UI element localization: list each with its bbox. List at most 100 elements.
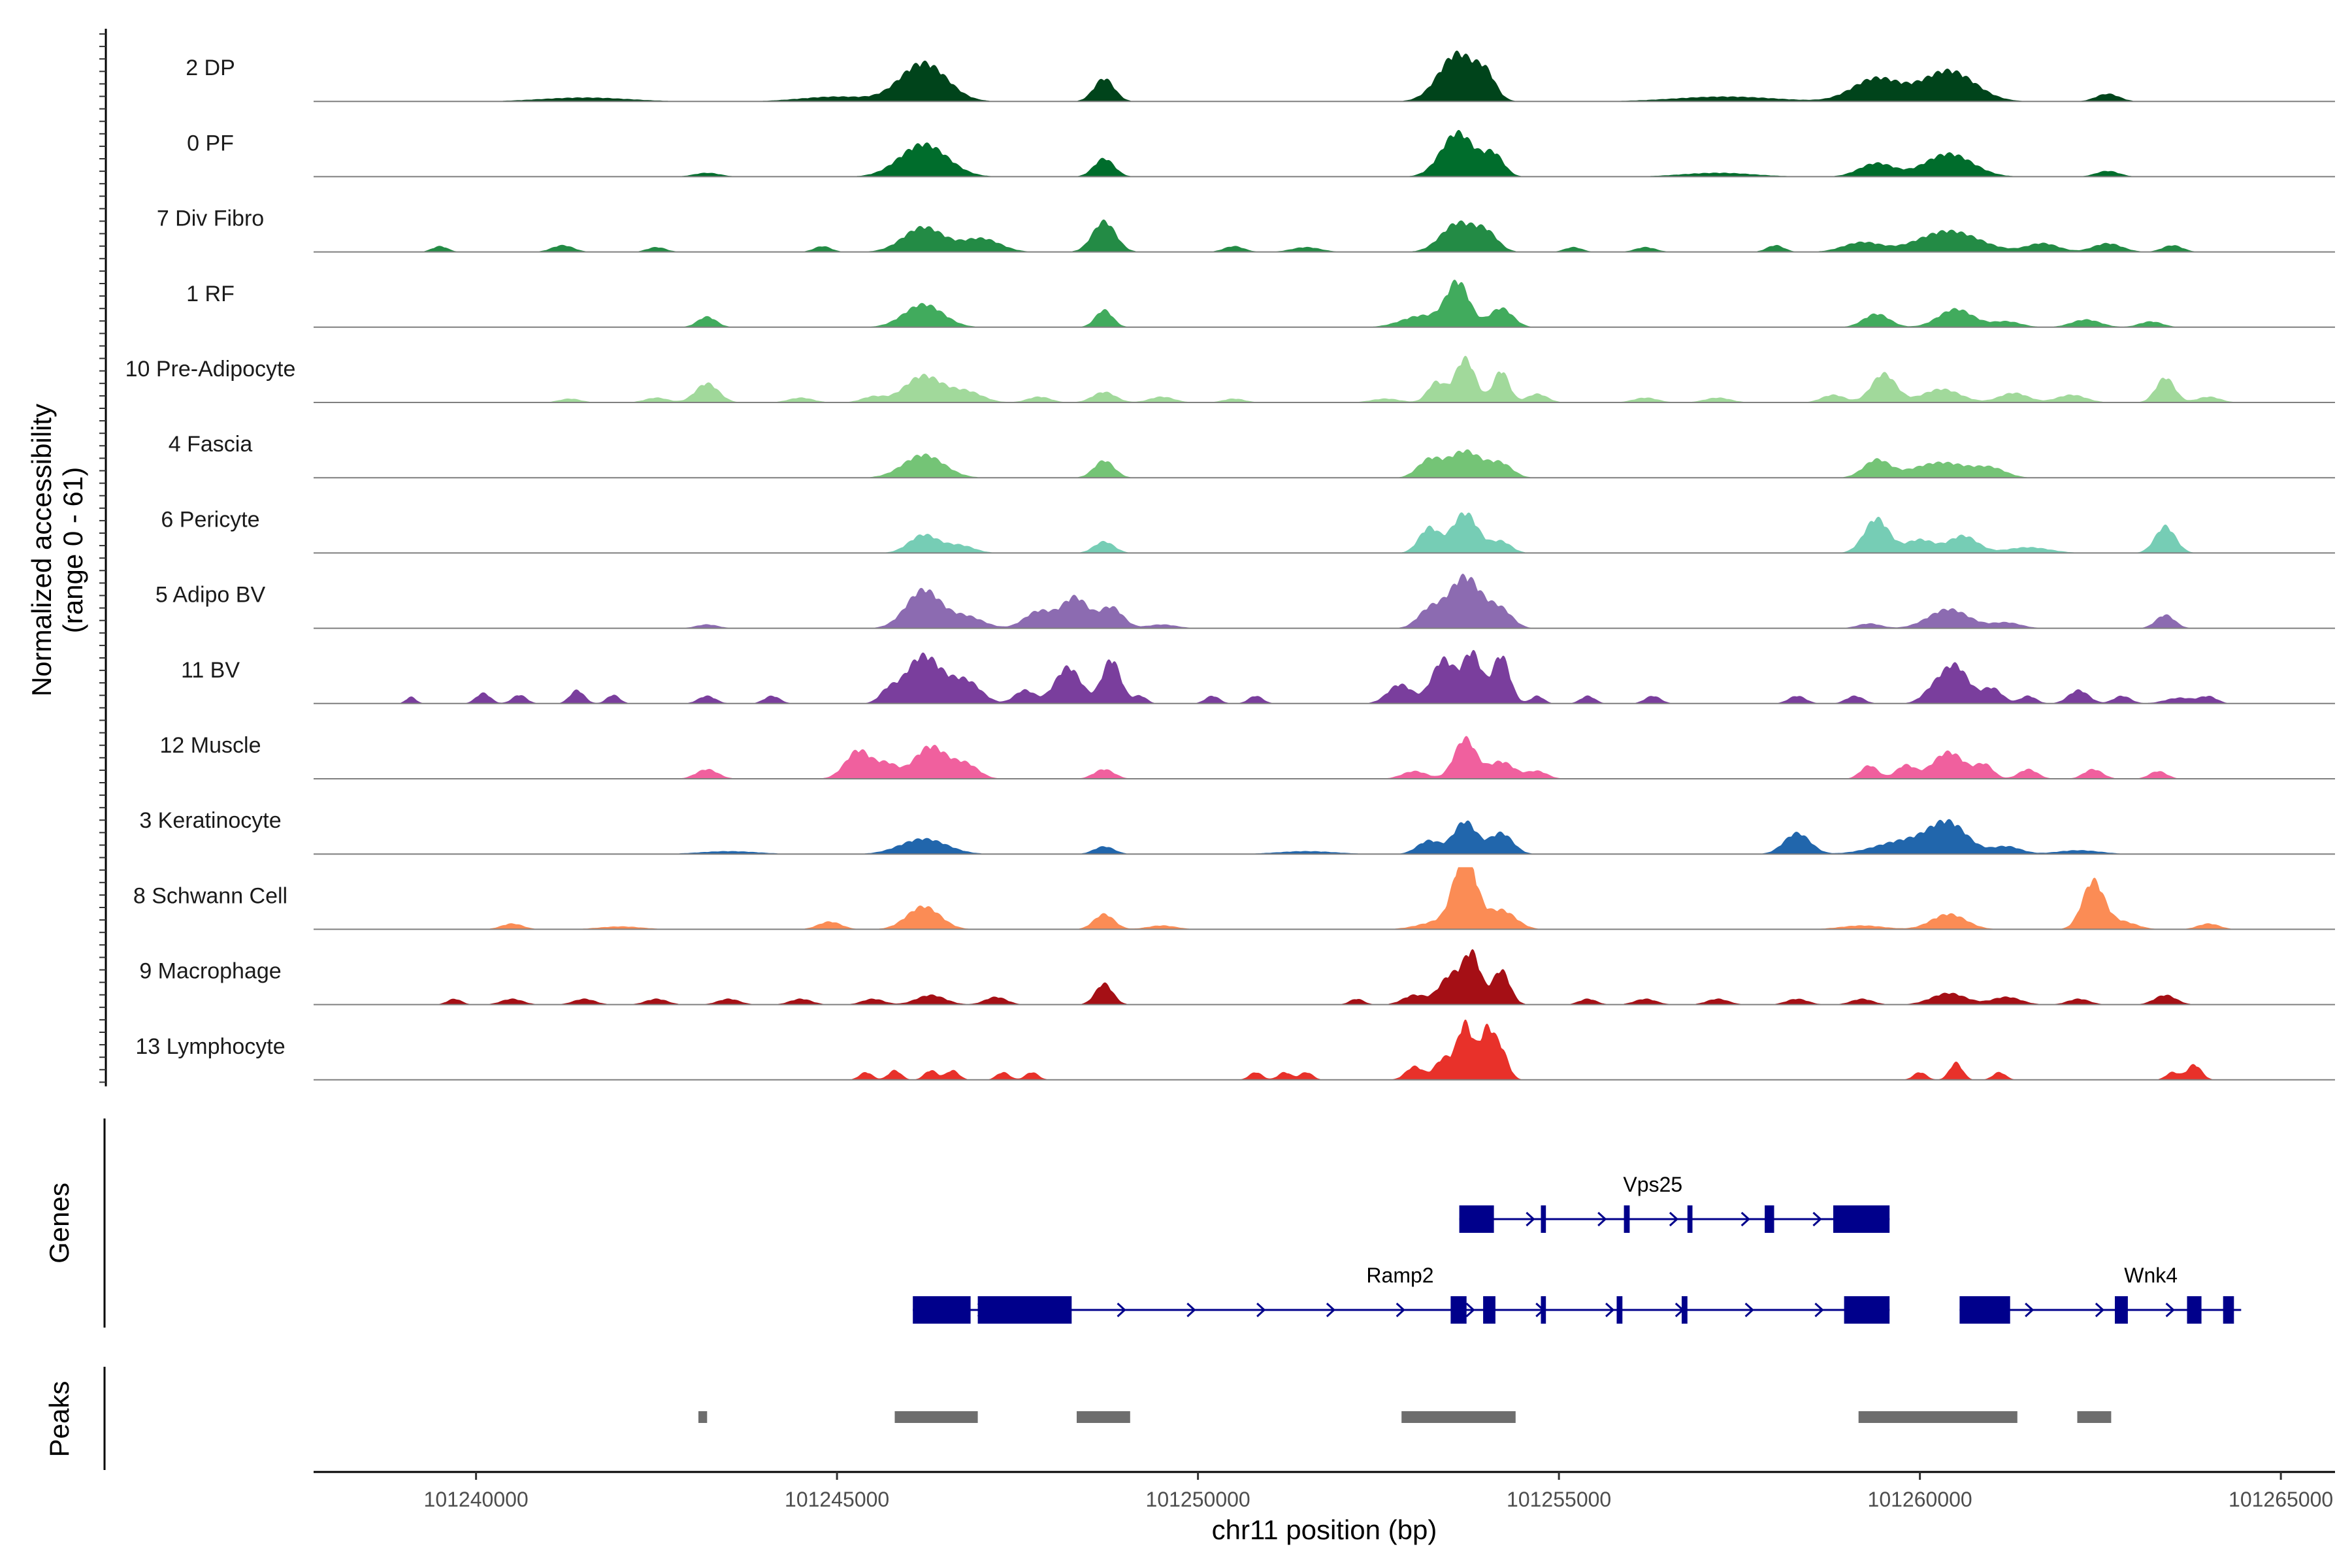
coverage-area <box>314 649 2335 704</box>
strand-arrow <box>1256 1302 1266 1318</box>
y-axis <box>99 29 107 1086</box>
track-label: 13 Lymphocyte <box>135 1034 285 1059</box>
track-label: 12 Muscle <box>160 733 261 758</box>
gene-exon <box>1616 1296 1623 1324</box>
track-5-adipo-bv: 5 Adipo BV <box>155 574 2335 629</box>
x-tick-label: 101240000 <box>424 1488 529 1511</box>
gene-vps25: Vps25 <box>1459 1173 1890 1233</box>
x-tick-label: 101245000 <box>785 1488 889 1511</box>
genes-title: Genes <box>44 1183 74 1264</box>
peak-region <box>2077 1411 2112 1423</box>
strand-arrow <box>1605 1302 1615 1318</box>
strand-arrow <box>1740 1211 1750 1227</box>
gene-ramp2: Ramp2 <box>913 1264 1890 1324</box>
track-label: 3 Keratinocyte <box>139 808 281 833</box>
gene-exon <box>1959 1296 2010 1324</box>
gene-exon <box>1833 1205 1890 1233</box>
track-1-rf: 1 RF <box>186 280 2335 328</box>
track-label: 0 PF <box>187 131 234 155</box>
coverage-area <box>314 220 2335 252</box>
track-label: 4 Fascia <box>169 432 253 457</box>
strand-arrow <box>1396 1302 1405 1318</box>
strand-arrow <box>1744 1302 1754 1318</box>
strand-arrow <box>1597 1211 1607 1227</box>
gene-exon <box>1541 1205 1546 1233</box>
gene-exon <box>2187 1296 2202 1324</box>
gene-label: Wnk4 <box>2124 1264 2178 1287</box>
track-label: 5 Adipo BV <box>155 583 266 608</box>
strand-arrow <box>1326 1302 1336 1318</box>
track-label: 1 RF <box>186 282 235 306</box>
track-label: 6 Pericyte <box>161 507 259 532</box>
gene-exon <box>977 1296 1072 1324</box>
x-axis: 101240000 101245000 101250000 101255000 1012… <box>314 1471 2335 1511</box>
peaks-title: Peaks <box>44 1381 74 1458</box>
gene-exon <box>2223 1296 2234 1324</box>
track-4-fascia: 4 Fascia <box>169 432 2335 479</box>
track-6-pericyte: 6 Pericyte <box>161 507 2335 554</box>
gene-exon <box>1624 1205 1630 1233</box>
track-11-bv: 11 BV <box>181 649 2335 704</box>
track-3-keratinocyte: 3 Keratinocyte <box>139 808 2335 855</box>
peak-region <box>698 1411 708 1423</box>
strand-arrow <box>1814 1302 1824 1318</box>
gene-label: Ramp2 <box>1366 1264 1433 1287</box>
strand-arrow <box>2025 1302 2034 1318</box>
gene-exon <box>1459 1205 1494 1233</box>
gene-label: Vps25 <box>1623 1173 1682 1196</box>
strand-arrow <box>1465 1302 1475 1318</box>
strand-arrow <box>1186 1302 1196 1318</box>
peak-regions <box>698 1411 2112 1423</box>
x-axis-title: chr11 position (bp) <box>1212 1514 1437 1545</box>
strand-arrow <box>1526 1211 1535 1227</box>
track-0-pf: 0 PF <box>187 129 2335 178</box>
strand-arrow <box>2095 1302 2105 1318</box>
track-label: 7 Div Fibro <box>157 206 264 231</box>
track-13-lymphocyte: 13 Lymphocyte <box>135 1019 2335 1081</box>
track-label: 11 BV <box>181 658 240 683</box>
x-tick-label: 101260000 <box>1868 1488 1972 1511</box>
track-label: 10 Pre-Adipocyte <box>125 357 296 382</box>
coverage-tracks: 2 DP 0 PF 7 Div Fibro 1 RF 10 Pre-Adipocyte 4… <box>125 50 2335 1081</box>
coverage-area <box>314 449 2335 478</box>
x-tick-label: 101255000 <box>1507 1488 1611 1511</box>
y-axis-range-label: (range 0 - 61) <box>57 467 88 633</box>
track-2-dp: 2 DP <box>186 50 2335 103</box>
track-7-div-fibro: 7 Div Fibro <box>157 206 2335 253</box>
gene-exon <box>1450 1296 1467 1324</box>
track-label: 2 DP <box>186 56 235 80</box>
x-tick-label: 101250000 <box>1146 1488 1250 1511</box>
peaks-panel: Peaks <box>44 1367 2112 1470</box>
gene-wnk4: Wnk4 <box>1959 1264 2242 1324</box>
coverage-area <box>314 819 2335 855</box>
peak-region <box>1401 1411 1516 1423</box>
gene-exon <box>1682 1296 1688 1324</box>
gene-exon <box>1541 1296 1546 1324</box>
strand-arrow <box>1669 1211 1679 1227</box>
genes-panel: Genes Vps25 Ramp2 Wnk4 <box>44 1119 2242 1328</box>
gene-exon <box>1765 1205 1774 1233</box>
gene-exon <box>1687 1205 1693 1233</box>
track-12-muscle: 12 Muscle <box>160 733 2335 779</box>
y-axis-title: Normalized accessibility <box>26 404 57 696</box>
gene-exon <box>1844 1296 1890 1324</box>
strand-arrow <box>2165 1302 2175 1318</box>
track-label: 9 Macrophage <box>139 959 281 984</box>
x-axis-ticks: 101240000 101245000 101250000 101255000 1012… <box>424 1472 2333 1511</box>
strand-arrow <box>1812 1211 1822 1227</box>
track-10-pre-adipocyte: 10 Pre-Adipocyte <box>125 355 2335 403</box>
gene-exon <box>2115 1296 2128 1324</box>
peak-region <box>894 1411 978 1423</box>
track-8-schwann-cell: 8 Schwann Cell <box>133 867 2335 930</box>
track-9-macrophage: 9 Macrophage <box>139 949 2335 1005</box>
x-tick-label: 101265000 <box>2229 1488 2333 1511</box>
peak-region <box>1858 1411 2017 1423</box>
gene-exon <box>1483 1296 1495 1324</box>
gene-exon <box>913 1296 971 1324</box>
track-label: 8 Schwann Cell <box>133 883 287 908</box>
strand-arrow <box>1117 1302 1126 1318</box>
peak-region <box>1077 1411 1130 1423</box>
gene-models: Vps25 Ramp2 Wnk4 <box>913 1173 2242 1324</box>
